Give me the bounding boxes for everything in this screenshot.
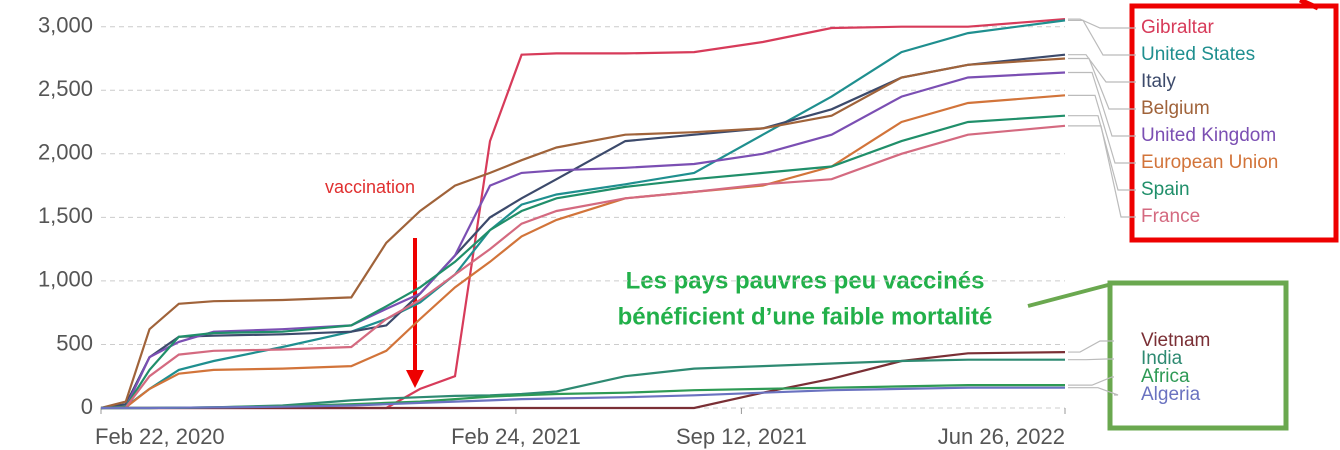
- legend-connector: [1068, 18, 1136, 29]
- legend-label: United Kingdom: [1141, 125, 1276, 146]
- y-tick-label: 500: [56, 330, 93, 355]
- legend-connector: [1068, 387, 1119, 396]
- series-line: [100, 57, 1066, 410]
- series-line: [100, 114, 1066, 410]
- legend-label: Italy: [1141, 71, 1176, 92]
- legend-connector: [1068, 94, 1136, 164]
- legend-label: Vietnam: [1141, 330, 1210, 351]
- legend-label: France: [1141, 206, 1200, 227]
- series-line: [100, 94, 1066, 410]
- legend-label: Algeria: [1141, 384, 1201, 405]
- x-tick-label: Jun 26, 2022: [938, 424, 1065, 449]
- highlight-box-rich: [1129, 3, 1339, 243]
- pointer-arrow: [1298, 0, 1320, 11]
- annotation: vaccination: [325, 177, 415, 197]
- legend-connector: [1068, 54, 1136, 83]
- y-tick-label: 1,500: [38, 203, 93, 228]
- legend-connector: [1068, 115, 1136, 191]
- legend-connector: [1068, 340, 1114, 353]
- legend-label: Gibraltar: [1141, 17, 1215, 38]
- legend-label: India: [1141, 348, 1183, 369]
- legend-connector: [1068, 125, 1136, 218]
- series-line: [101, 386, 1065, 410]
- series-line: [100, 71, 1066, 410]
- y-tick-label: 2,500: [38, 76, 93, 101]
- vaccination-arrowhead: [406, 370, 424, 388]
- y-tick-label: 1,000: [38, 267, 93, 292]
- y-tick-label: 2,000: [38, 140, 93, 165]
- highlight-box-poor: [1107, 280, 1289, 431]
- legend-connector: [1068, 71, 1136, 137]
- series-line: [100, 19, 1066, 410]
- legend-label: United States: [1141, 44, 1255, 65]
- annotation-connector: [1027, 283, 1109, 308]
- annotation: bénéficient d’une faible mortalité: [618, 303, 993, 330]
- legend-connector: [1068, 57, 1136, 110]
- x-tick-label: Feb 24, 2021: [451, 424, 581, 449]
- legend-label: Africa: [1141, 366, 1190, 387]
- legend-connector: [1068, 19, 1136, 56]
- legend-connector: [1068, 358, 1114, 361]
- x-tick-label: Feb 22, 2020: [95, 424, 225, 449]
- y-tick-label: 3,000: [38, 13, 93, 38]
- x-tick-label: Sep 12, 2021: [676, 424, 807, 449]
- legend-connector: [1068, 376, 1114, 386]
- series-line: [100, 124, 1066, 410]
- y-tick-label: 0: [81, 394, 93, 419]
- legend-label: Belgium: [1141, 98, 1210, 119]
- legend-label: European Union: [1141, 152, 1278, 173]
- legend-label: Spain: [1141, 179, 1190, 200]
- series-line: [101, 358, 1065, 410]
